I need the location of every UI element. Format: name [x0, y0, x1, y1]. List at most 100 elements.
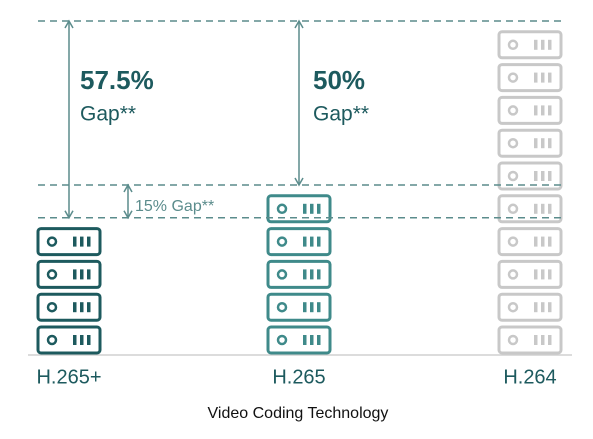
server-slot: [534, 335, 538, 345]
server-slot: [80, 236, 84, 247]
server-slot: [534, 138, 538, 149]
server-slot: [87, 236, 91, 247]
server-slot: [303, 335, 307, 345]
server-icon: [36, 259, 102, 289]
server-slot: [80, 335, 84, 345]
server-slot: [80, 302, 84, 313]
server-slot: [87, 302, 91, 313]
server-stack: [266, 194, 332, 355]
server-slot: [317, 269, 321, 280]
server-slot: [310, 335, 314, 345]
server-led: [507, 72, 519, 83]
server-slot: [73, 302, 77, 313]
server-led: [276, 236, 288, 247]
server-slot: [548, 105, 552, 116]
server-icon: [497, 325, 563, 355]
server-slot: [534, 269, 538, 280]
server-icon: [36, 227, 102, 257]
server-slot: [534, 236, 538, 247]
arrow-head: [64, 19, 74, 29]
server-slot: [73, 269, 77, 280]
arrow-head: [123, 210, 133, 220]
server-led: [507, 203, 519, 215]
category-label: H.264: [503, 366, 556, 388]
gap-note: 15% Gap**: [135, 198, 214, 215]
server-slot: [541, 105, 545, 116]
server-slot: [303, 269, 307, 280]
category-label: H.265+: [36, 366, 101, 388]
server-led: [507, 301, 519, 313]
server-slot: [548, 269, 552, 280]
server-led: [276, 301, 288, 313]
server-led: [276, 269, 288, 280]
server-icon: [497, 292, 563, 322]
server-stack: [36, 227, 102, 355]
server-icon: [36, 292, 102, 322]
server-icon: [497, 259, 563, 289]
arrow-head: [294, 19, 304, 29]
server-slot: [87, 335, 91, 345]
server-led: [507, 39, 519, 51]
server-slot: [548, 39, 552, 50]
server-slot: [548, 302, 552, 313]
server-slot: [541, 203, 545, 214]
server-slot: [80, 269, 84, 280]
server-icon: [497, 128, 563, 158]
gap-value: 50%: [313, 65, 365, 95]
gap-value: 57.5%: [80, 65, 154, 95]
server-led: [46, 301, 58, 313]
server-led: [276, 203, 288, 215]
server-icon: [497, 63, 563, 93]
server-slot: [534, 203, 538, 214]
gap-label: Gap**: [80, 103, 136, 126]
server-slot: [310, 236, 314, 247]
server-icon: [266, 227, 332, 257]
server-slot: [303, 203, 307, 214]
gap-label: Gap**: [313, 103, 369, 126]
server-slot: [317, 335, 321, 345]
server-slot: [317, 236, 321, 247]
server-icon: [266, 292, 332, 322]
server-slot: [73, 236, 77, 247]
server-slot: [548, 236, 552, 247]
server-slot: [310, 302, 314, 313]
server-icon: [497, 194, 563, 224]
server-slot: [534, 171, 538, 181]
server-led: [507, 105, 519, 116]
server-slot: [548, 335, 552, 345]
category-label: H.265: [272, 366, 325, 388]
server-slot: [548, 72, 552, 83]
server-icon: [266, 259, 332, 289]
arrow-head: [294, 177, 304, 187]
server-icon: [266, 194, 332, 224]
server-slot: [317, 203, 321, 214]
server-icon: [497, 30, 563, 60]
server-icon: [497, 161, 563, 191]
server-led: [46, 269, 58, 280]
server-slot: [541, 269, 545, 280]
server-icon: [497, 227, 563, 257]
server-slot: [541, 171, 545, 181]
server-slot: [310, 269, 314, 280]
x-axis-title: Video Coding Technology: [208, 405, 389, 422]
server-stack: [497, 30, 563, 355]
server-slot: [548, 171, 552, 181]
server-slot: [534, 39, 538, 50]
server-led: [507, 137, 519, 149]
server-icon: [497, 95, 563, 125]
server-icon: [266, 325, 332, 355]
server-slot: [541, 138, 545, 149]
server-slot: [548, 203, 552, 214]
arrow-head: [64, 210, 74, 220]
server-slot: [541, 39, 545, 50]
server-led: [507, 170, 519, 182]
server-slot: [548, 138, 552, 149]
server-icon: [36, 325, 102, 355]
server-slot: [534, 72, 538, 83]
server-slot: [310, 203, 314, 214]
server-led: [276, 334, 288, 346]
server-led: [507, 236, 519, 247]
server-slot: [303, 236, 307, 247]
server-slot: [541, 335, 545, 345]
